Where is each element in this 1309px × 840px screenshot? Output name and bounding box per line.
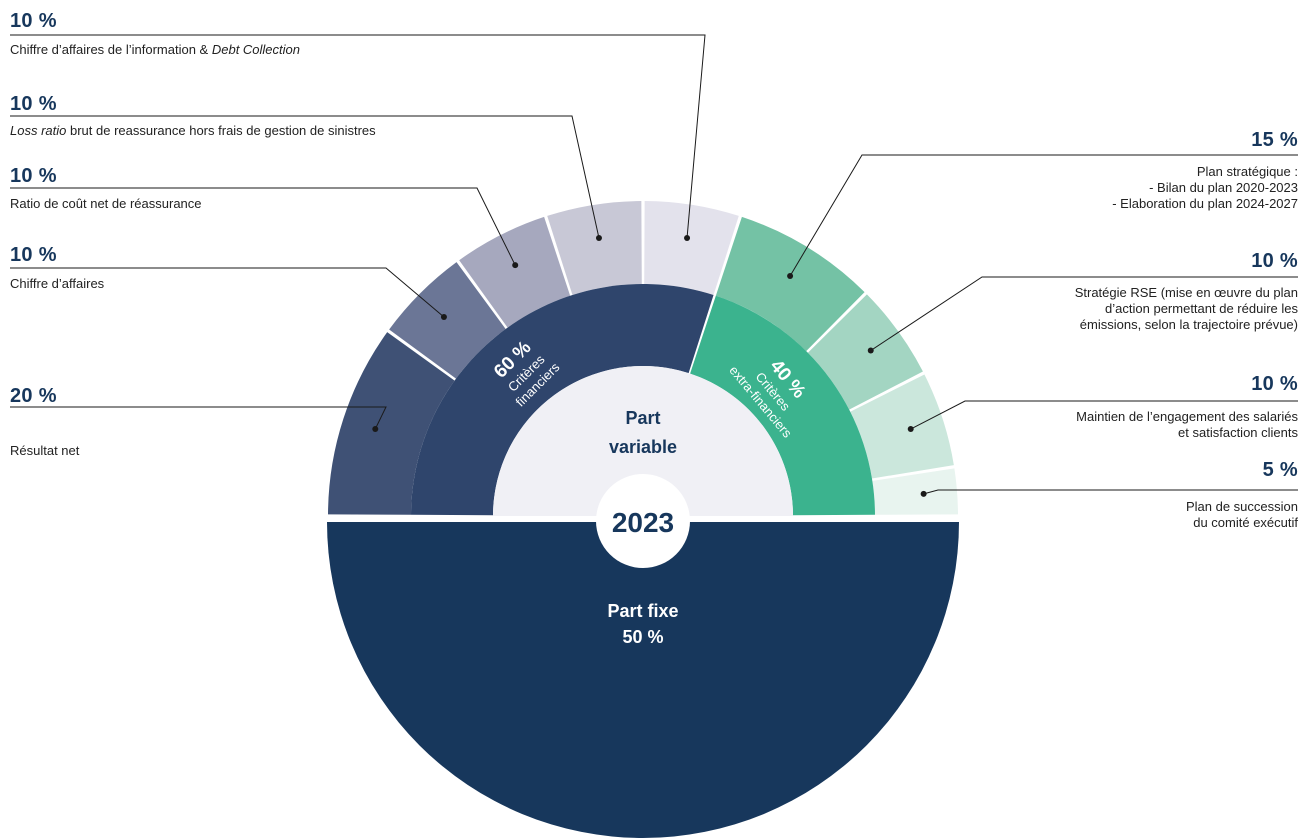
criteria-description-2: Chiffre d’affaires [10,276,105,291]
fixed-part-layer [327,522,959,838]
variable-center-layer [493,366,793,516]
criteria-description-9: Plan de succession du comité exécutif [1185,499,1298,530]
criteria-segment-6 [715,216,865,352]
group-segment-2 [690,295,875,516]
criteria-segment-8 [850,374,954,479]
leader-line-7 [870,276,1298,351]
criteria-pct-3: 10 % [10,165,57,187]
criteria-ring [328,201,958,515]
center-label-line-2: variable [609,437,677,457]
criteria-segment-4 [547,201,642,295]
criteria-pct-9: 5 % [1262,459,1298,481]
leader-line-5 [10,34,706,239]
leader-dot-6 [787,272,794,279]
criteria-description-6: Plan stratégique :- Bilan du plan 2020-2… [1112,164,1298,211]
criteria-description-8: Maintien de l’engagement des salariés et … [1076,409,1298,440]
fixed-part-label: Part fixe [607,601,678,621]
criteria-pct-1: 20 % [10,385,57,407]
group-ring [411,284,875,516]
leader-dot-2 [440,313,447,320]
criteria-description-italic: Loss ratio [10,123,67,138]
leader-dot-9 [920,490,927,497]
leader-line-8 [910,400,1298,430]
leader-lines [10,34,1298,497]
leader-dot-4 [595,234,602,241]
criteria-pct-5: 10 % [10,10,57,32]
center-label-line-1: Part [625,408,660,428]
year-badge-label: 2023 [612,507,674,538]
criteria-segment-3 [459,216,571,328]
fixed-part-value: 50 % [622,627,663,647]
criteria-segment-1 [328,332,455,515]
criteria-segment-7 [807,294,923,410]
leader-dot-5 [684,234,691,241]
criteria-description-4: Loss ratio brut de reassurance hors frai… [10,123,376,138]
leader-dot-3 [512,262,519,269]
criteria-description-italic: Debt Collection [211,42,300,57]
leader-line-6 [789,154,1298,277]
criteria-pct-7: 10 % [1251,250,1298,272]
criteria-description-5: Chiffre d’affaires de l’information & De… [10,42,300,57]
leader-line-3 [10,187,516,266]
criteria-description-3: Ratio de coût net de réassurance [10,196,202,211]
leader-dot-1 [372,426,379,433]
group-segment-1 [411,284,714,516]
leader-line-9 [923,489,1298,495]
criteria-pct-4: 10 % [10,93,57,115]
criteria-segment-9 [872,468,958,515]
criteria-pct-6: 15 % [1251,129,1298,151]
criteria-segment-5 [644,201,739,295]
criteria-segment-2 [389,262,506,379]
leader-line-1 [10,406,387,430]
leader-line-4 [10,115,600,239]
leader-dot-7 [867,347,874,354]
leader-line-2 [10,267,445,318]
criteria-pct-8: 10 % [1251,373,1298,395]
leader-dot-8 [907,426,914,433]
fixed-part-half-disc [327,522,959,838]
variable-center-disc [493,366,793,516]
criteria-pct-2: 10 % [10,244,57,266]
criteria-description-1: Résultat net [10,443,80,458]
year-badge-circle [596,474,690,568]
criteria-description-7: Stratégie RSE (mise en œuvre du plan d’ac… [1074,285,1298,332]
